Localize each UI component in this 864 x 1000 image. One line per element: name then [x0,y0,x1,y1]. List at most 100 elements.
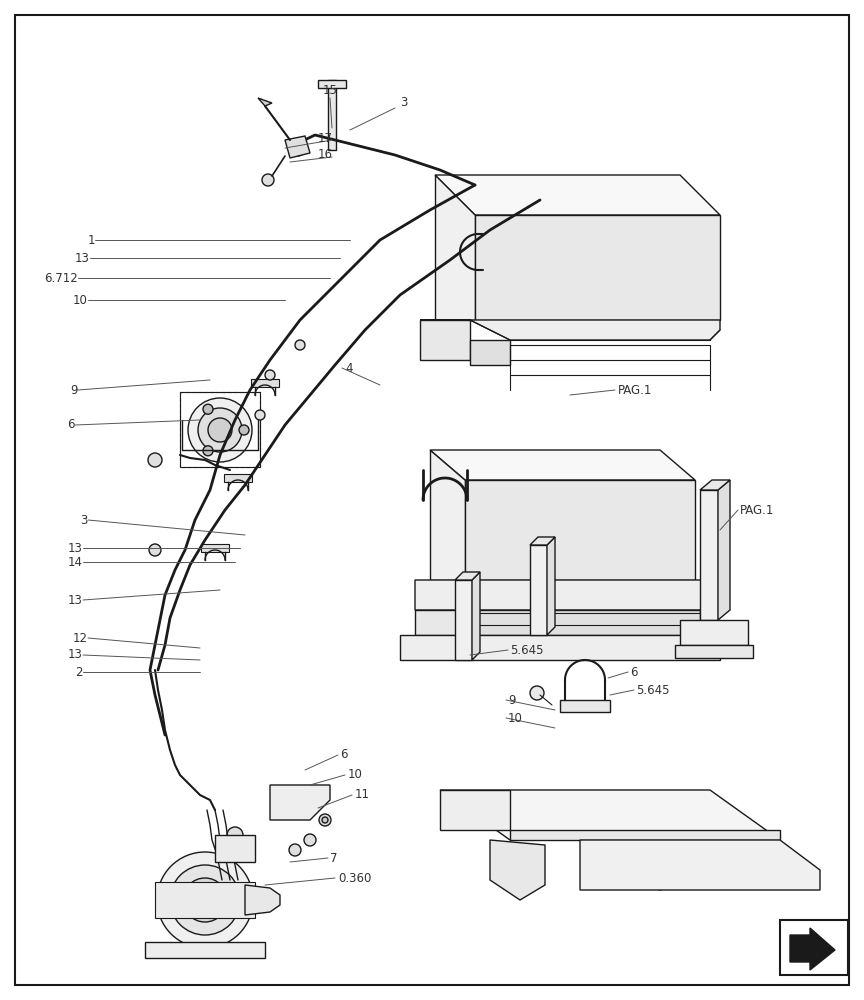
Bar [318,80,346,88]
Polygon shape [700,480,730,490]
Circle shape [198,408,242,452]
Polygon shape [700,490,718,620]
Circle shape [148,453,162,467]
Text: 12: 12 [73,632,88,645]
Polygon shape [285,136,310,158]
Text: 4: 4 [345,361,353,374]
Bar [560,700,610,712]
Circle shape [686,634,694,642]
Circle shape [262,174,274,186]
Circle shape [304,834,316,846]
Bar [251,379,279,387]
Polygon shape [510,830,780,840]
Text: 14: 14 [68,556,83,568]
Polygon shape [245,885,280,915]
Text: 17: 17 [317,131,333,144]
Bar [224,474,252,482]
Text: 13: 13 [68,593,83,606]
Circle shape [322,817,328,823]
Circle shape [471,186,479,194]
Polygon shape [475,215,720,320]
Circle shape [474,642,486,654]
Polygon shape [440,790,510,830]
Text: 6: 6 [630,666,638,678]
Polygon shape [547,537,555,635]
Circle shape [239,425,249,435]
Text: 15: 15 [322,84,338,97]
Circle shape [304,804,316,816]
Circle shape [295,147,301,153]
Circle shape [614,642,626,654]
Polygon shape [415,610,465,635]
Circle shape [307,807,313,813]
Circle shape [149,544,161,556]
Text: 16: 16 [317,148,333,161]
Text: 9: 9 [508,694,516,706]
Circle shape [203,404,213,414]
Circle shape [536,196,544,204]
Circle shape [203,446,213,456]
Circle shape [467,182,483,198]
Polygon shape [420,320,720,340]
Polygon shape [790,928,835,970]
Circle shape [183,878,227,922]
Polygon shape [680,620,748,645]
Circle shape [170,865,240,935]
Bar [180,392,260,467]
Polygon shape [530,545,547,635]
Text: PAG.1: PAG.1 [618,383,652,396]
Circle shape [295,340,305,350]
Circle shape [531,466,539,474]
Text: 10: 10 [348,768,363,782]
Text: 10: 10 [73,294,88,306]
Text: 7: 7 [330,852,338,864]
Circle shape [744,862,756,874]
Bar [328,80,336,150]
Circle shape [289,844,301,856]
Circle shape [530,686,544,700]
Text: 2: 2 [75,666,83,678]
Text: 3: 3 [400,96,407,108]
Text: 6: 6 [67,418,75,432]
Text: 10: 10 [508,712,523,724]
Circle shape [424,642,436,654]
Text: 0.360: 0.360 [338,871,372,884]
Circle shape [656,882,664,890]
Circle shape [734,648,742,656]
Circle shape [452,455,468,471]
Text: 6: 6 [340,748,347,762]
Polygon shape [718,480,730,620]
Text: 5.645: 5.645 [510,644,543,656]
Circle shape [255,410,265,420]
Circle shape [636,878,644,886]
Polygon shape [580,840,820,890]
Circle shape [555,330,565,340]
Polygon shape [420,320,470,360]
Circle shape [692,854,708,870]
Text: 13: 13 [68,542,83,554]
Polygon shape [415,580,715,610]
Polygon shape [435,175,475,320]
Text: 9: 9 [71,383,78,396]
Polygon shape [258,98,272,106]
Polygon shape [455,580,472,660]
Circle shape [265,370,275,380]
Circle shape [527,462,543,478]
Polygon shape [675,645,753,658]
Polygon shape [490,840,545,900]
Circle shape [686,648,694,656]
Circle shape [616,874,624,882]
Circle shape [188,398,252,462]
Text: 11: 11 [355,788,370,802]
Circle shape [675,330,685,340]
Polygon shape [530,537,555,545]
Text: 6.712: 6.712 [44,271,78,284]
Circle shape [157,852,253,948]
Circle shape [227,827,243,843]
Circle shape [208,418,232,442]
Polygon shape [465,610,700,635]
Polygon shape [270,785,330,820]
Circle shape [287,797,293,803]
Polygon shape [455,572,480,580]
Polygon shape [465,480,695,580]
